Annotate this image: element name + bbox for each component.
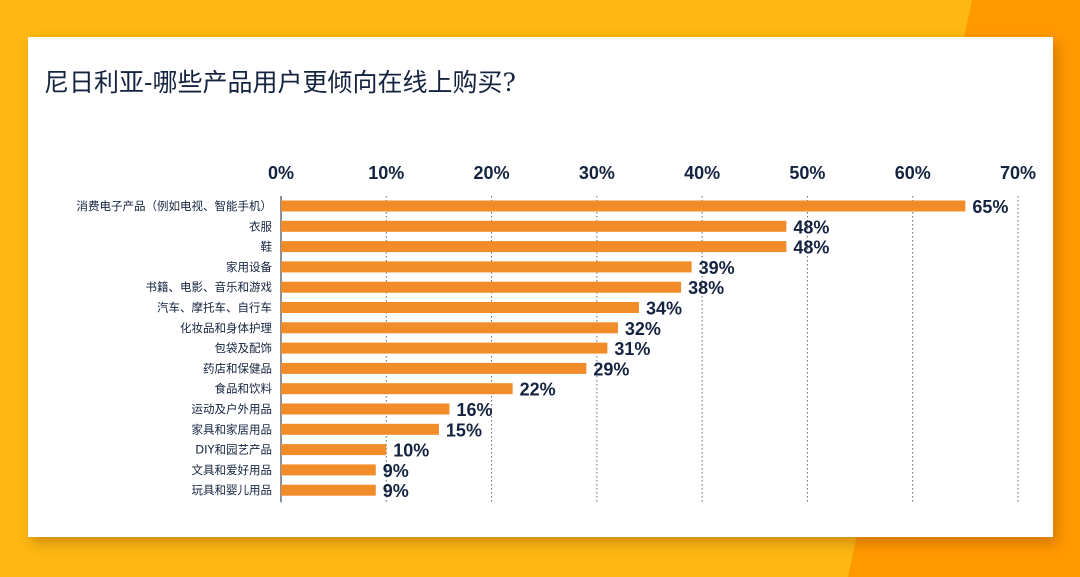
bar (281, 464, 376, 476)
bar (281, 261, 692, 273)
category-label: 鞋 (261, 240, 273, 254)
bar (281, 362, 587, 374)
data-label: 15% (446, 420, 482, 440)
x-tick-label: 40% (684, 163, 720, 183)
data-label: 48% (793, 217, 829, 237)
category-label: 书籍、电影、音乐和游戏 (146, 280, 273, 294)
x-tick-label: 30% (579, 163, 615, 183)
category-label: 运动及户外用品 (192, 402, 273, 416)
bar (281, 281, 682, 293)
category-label: 食品和饮料 (215, 382, 273, 396)
bar (281, 342, 608, 354)
data-label: 10% (393, 441, 429, 461)
bar (281, 383, 513, 395)
data-label: 48% (793, 238, 829, 258)
category-label: 消费电子产品（例如电视、智能手机） (77, 199, 273, 213)
bar (281, 241, 787, 253)
chart-card: 尼日利亚-哪些产品用户更倾向在线上购买? 0% 10% 20% 30% 40% 50% 60… (28, 37, 1053, 537)
data-label: 65% (972, 197, 1008, 217)
category-label: DIY和园艺产品 (195, 443, 272, 457)
category-label: 家具和家居用品 (192, 422, 273, 436)
x-tick-label: 60% (895, 163, 931, 183)
bar (281, 484, 376, 496)
x-tick-label: 20% (474, 163, 510, 183)
bar-chart: 0% 10% 20% 30% 40% 50% 60% 70% 消费电子产品（例如电视、智能手机）… (77, 163, 1036, 503)
bar (281, 423, 439, 435)
bar (281, 403, 450, 415)
data-label: 39% (699, 258, 735, 278)
category-label: 汽车、摩托车、自行车 (157, 301, 272, 315)
x-tick-label: 50% (789, 163, 825, 183)
bar (281, 220, 787, 232)
x-tick-label: 70% (1000, 163, 1036, 183)
data-label: 32% (625, 319, 661, 339)
category-label: 包袋及配饰 (215, 341, 273, 355)
bar (281, 322, 618, 334)
data-label: 9% (383, 481, 409, 501)
category-label: 药店和保健品 (203, 361, 272, 375)
data-label: 38% (688, 278, 724, 298)
bar (281, 302, 639, 313)
category-label: 化妆品和身体护理 (180, 321, 272, 335)
data-label: 9% (383, 461, 409, 481)
category-label: 玩具和婴儿用品 (192, 483, 273, 497)
category-label: 文具和爱好用品 (192, 463, 273, 477)
data-label: 16% (456, 400, 492, 420)
x-tick-label: 10% (368, 163, 404, 183)
x-tick-label: 0% (268, 163, 294, 183)
data-label: 22% (520, 380, 556, 400)
bar (281, 200, 966, 212)
data-label: 31% (614, 339, 650, 359)
chart-title: 尼日利亚-哪些产品用户更倾向在线上购买? (44, 68, 516, 97)
category-label: 家用设备 (226, 260, 272, 274)
data-label: 34% (646, 299, 682, 319)
bar (281, 444, 387, 456)
category-label: 衣服 (249, 219, 272, 233)
data-label: 29% (593, 359, 629, 379)
